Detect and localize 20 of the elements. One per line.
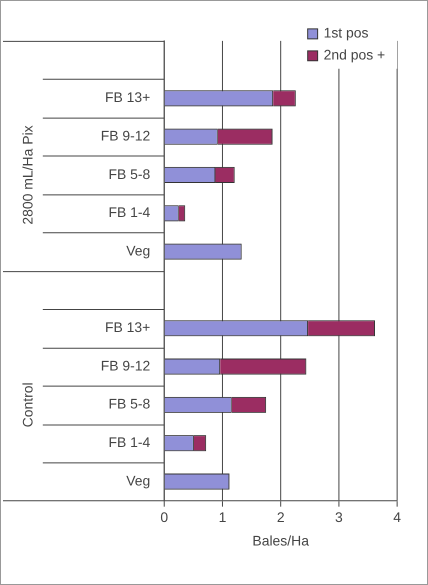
y-tick-label: Veg bbox=[126, 472, 150, 488]
x-tick-label: 1 bbox=[218, 508, 227, 525]
y-tick-label: FB 13+ bbox=[105, 89, 150, 106]
legend-label: 1st pos bbox=[324, 24, 369, 41]
text: 2800 mL/Ha Pix bbox=[20, 125, 36, 225]
x-tick-label: 4 bbox=[393, 508, 402, 525]
y-tick-label: FB 5-8 bbox=[108, 396, 151, 412]
text: Control bbox=[20, 382, 36, 428]
y-tick-label: FB 1-4 bbox=[108, 434, 151, 450]
y-tick-label: FB 9-12 bbox=[100, 128, 151, 144]
x-axis-title: Bales/Ha bbox=[252, 532, 310, 549]
y-tick-label: FB 13+ bbox=[105, 319, 150, 336]
y-tick-label: Veg bbox=[126, 242, 150, 258]
x-tick-label: 0 bbox=[160, 508, 168, 525]
y-tick-label: FB 9-12 bbox=[100, 357, 151, 374]
x-tick-label: 2 bbox=[276, 508, 285, 525]
y-tick-label: FB 1-4 bbox=[108, 204, 151, 220]
y-tick-label: FB 5-8 bbox=[108, 166, 151, 182]
legend-label: 2nd pos + bbox=[324, 46, 386, 63]
x-tick-label: 3 bbox=[335, 508, 344, 525]
